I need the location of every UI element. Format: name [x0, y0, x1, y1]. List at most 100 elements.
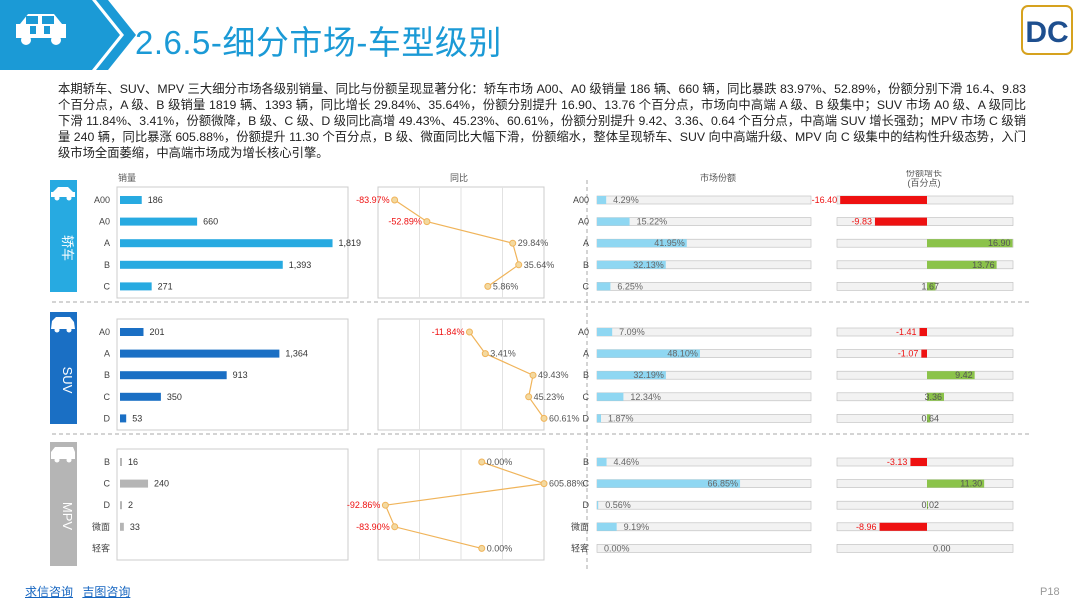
category-label: A: [104, 349, 110, 359]
sales-panel: [116, 186, 349, 299]
yoy-point: [481, 350, 489, 358]
yoy-label: -11.84%: [432, 327, 465, 337]
yoy-point: [478, 544, 486, 552]
category-label: D: [583, 500, 590, 510]
sales-bar: [120, 479, 149, 488]
sales-label: 16: [128, 457, 138, 467]
change-bar: [927, 371, 975, 380]
yoy-point: [515, 261, 523, 269]
category-label: C: [583, 392, 590, 402]
share-bar: [597, 239, 687, 248]
mpv-icon: [51, 447, 75, 463]
category-label: A: [583, 349, 589, 359]
share-bar: [597, 217, 630, 226]
share-bar: [597, 328, 613, 336]
change-label: 0.02: [921, 500, 939, 510]
segment-strip: [50, 312, 77, 424]
column-header: 销量: [118, 172, 136, 183]
change-bar: [927, 392, 944, 401]
category-label: C: [583, 479, 590, 489]
sales-label: 53: [132, 413, 142, 423]
sales-label: 1,393: [289, 260, 312, 270]
yoy-line: [384, 461, 545, 549]
segment-label: 轿车: [60, 235, 75, 261]
change-track: [836, 392, 1014, 402]
share-label: 1.87%: [608, 413, 634, 423]
column-header: 份额增长: [906, 170, 942, 178]
category-label: A00: [573, 195, 589, 205]
yoy-point: [391, 196, 399, 204]
yoy-label: -83.90%: [356, 522, 390, 532]
footer-link-1[interactable]: 求信咨询: [25, 585, 74, 599]
sales-bar: [120, 414, 127, 423]
segment-strip: [50, 442, 77, 566]
change-label: -1.07: [898, 349, 919, 359]
category-label: A: [104, 238, 110, 248]
sales-bar: [120, 349, 280, 358]
change-bar: [927, 239, 1013, 248]
category-label: D: [104, 413, 111, 423]
change-bar: [910, 458, 927, 466]
change-bar: [927, 479, 985, 488]
yoy-point: [540, 414, 548, 422]
yoy-label: 29.84%: [518, 238, 549, 248]
change-track: [836, 370, 1014, 380]
sales-label: 186: [148, 195, 163, 205]
sales-label: 660: [203, 217, 218, 227]
footer-links: 求信咨询 吉图咨询: [25, 583, 136, 600]
share-label: 9.19%: [624, 522, 650, 532]
category-label: A00: [94, 195, 110, 205]
suv-icon: [51, 317, 75, 333]
yoy-point: [540, 480, 548, 488]
share-bar: [597, 349, 700, 358]
share-track: [596, 544, 812, 553]
category-label: D: [104, 500, 111, 510]
sales-bar: [120, 501, 122, 510]
yoy-label: -83.97%: [356, 195, 390, 205]
change-label: 11.30: [960, 479, 982, 489]
car-icon: [16, 14, 66, 45]
change-label: 3.36: [924, 392, 942, 402]
category-label: 微面: [92, 521, 110, 532]
logo-text: DC: [1025, 16, 1068, 49]
share-label: 32.13%: [633, 260, 664, 270]
page-number: P18: [1040, 586, 1060, 598]
sales-panel: [116, 448, 349, 561]
share-bar: [597, 196, 607, 204]
yoy-label: 60.61%: [549, 413, 580, 423]
brand-logo: DC: [1021, 5, 1073, 55]
yoy-label: 0.00%: [487, 543, 513, 553]
segment-label: SUV: [60, 367, 75, 394]
change-label: -9.83: [851, 217, 872, 227]
footer-link-2[interactable]: 吉图咨询: [82, 585, 131, 599]
share-bar: [597, 501, 599, 510]
sales-label: 201: [149, 327, 164, 337]
segment-strip: [50, 180, 77, 292]
sales-bar: [120, 371, 227, 380]
change-label: 16.90: [988, 238, 1011, 248]
category-label: C: [583, 281, 590, 291]
yoy-label: 49.43%: [538, 370, 569, 380]
change-bar: [927, 414, 931, 423]
sales-bar: [120, 458, 122, 466]
change-track: [836, 282, 1014, 291]
change-track: [836, 544, 1014, 553]
sales-bar: [120, 282, 152, 291]
yoy-point: [381, 501, 389, 509]
share-label: 4.46%: [614, 457, 640, 467]
change-bar: [927, 260, 997, 269]
yoy-label: 605.88%: [549, 479, 585, 489]
category-label: 轻客: [92, 542, 110, 553]
change-label: 0.64: [921, 413, 939, 423]
share-label: 7.09%: [619, 327, 645, 337]
segment-label: MPV: [60, 502, 75, 531]
column-header: 同比: [450, 172, 468, 183]
change-track: [836, 479, 1014, 488]
change-label: 9.42: [955, 370, 973, 380]
sales-label: 913: [233, 370, 248, 380]
share-bar: [597, 282, 611, 291]
share-label: 48.10%: [667, 349, 698, 359]
change-label: 0.00: [933, 543, 951, 553]
sedan-icon: [51, 187, 75, 201]
share-bar: [597, 414, 602, 423]
